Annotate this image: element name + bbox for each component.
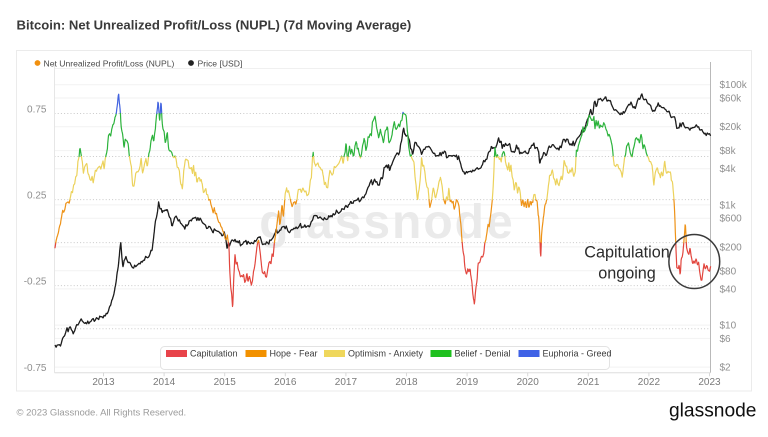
svg-text:0.75: 0.75 — [27, 105, 47, 116]
svg-text:2018: 2018 — [395, 377, 418, 388]
svg-text:2019: 2019 — [456, 377, 479, 388]
svg-text:$60k: $60k — [720, 94, 743, 105]
svg-text:Capitulation: Capitulation — [584, 244, 670, 262]
svg-text:2021: 2021 — [577, 377, 600, 388]
svg-text:Bitcoin: Net Unrealized Profit: Bitcoin: Net Unrealized Profit/Loss (NUP… — [17, 18, 412, 33]
svg-text:$10: $10 — [720, 321, 737, 332]
svg-text:Belief - Denial: Belief - Denial — [455, 349, 511, 359]
svg-text:2020: 2020 — [517, 377, 540, 388]
svg-text:$100k: $100k — [720, 80, 748, 91]
svg-text:Euphoria - Greed: Euphoria - Greed — [543, 349, 612, 359]
svg-text:ongoing: ongoing — [598, 265, 656, 283]
svg-text:$1k: $1k — [720, 200, 737, 211]
svg-text:2022: 2022 — [638, 377, 661, 388]
svg-text:$20k: $20k — [720, 122, 743, 133]
svg-text:$8k: $8k — [720, 146, 737, 157]
svg-text:glassnode: glassnode — [669, 401, 756, 422]
svg-text:$40: $40 — [720, 284, 737, 295]
svg-text:-0.75: -0.75 — [24, 363, 47, 374]
svg-text:2014: 2014 — [153, 377, 176, 388]
svg-text:$2: $2 — [720, 363, 732, 374]
svg-text:$200: $200 — [720, 242, 743, 253]
svg-text:Price [USD]: Price [USD] — [198, 59, 243, 69]
svg-text:-0.25: -0.25 — [24, 277, 47, 288]
svg-text:$6: $6 — [720, 334, 732, 345]
svg-text:Net Unrealized Profit/Loss (NU: Net Unrealized Profit/Loss (NUPL) — [44, 59, 175, 69]
svg-text:$80: $80 — [720, 266, 737, 277]
svg-text:Optimism - Anxiety: Optimism - Anxiety — [348, 349, 424, 359]
svg-text:2013: 2013 — [92, 377, 115, 388]
svg-text:Hope - Fear: Hope - Fear — [270, 349, 318, 359]
svg-text:© 2023 Glassnode. All Rights R: © 2023 Glassnode. All Rights Reserved. — [17, 408, 187, 419]
svg-text:glassnode: glassnode — [259, 196, 514, 249]
svg-text:2015: 2015 — [214, 377, 237, 388]
svg-text:$4k: $4k — [720, 164, 737, 175]
svg-text:0.25: 0.25 — [27, 191, 47, 202]
svg-text:2016: 2016 — [274, 377, 297, 388]
svg-text:Capitulation: Capitulation — [190, 349, 238, 359]
svg-text:$600: $600 — [720, 214, 743, 225]
svg-text:2017: 2017 — [335, 377, 358, 388]
svg-text:2023: 2023 — [698, 377, 721, 388]
